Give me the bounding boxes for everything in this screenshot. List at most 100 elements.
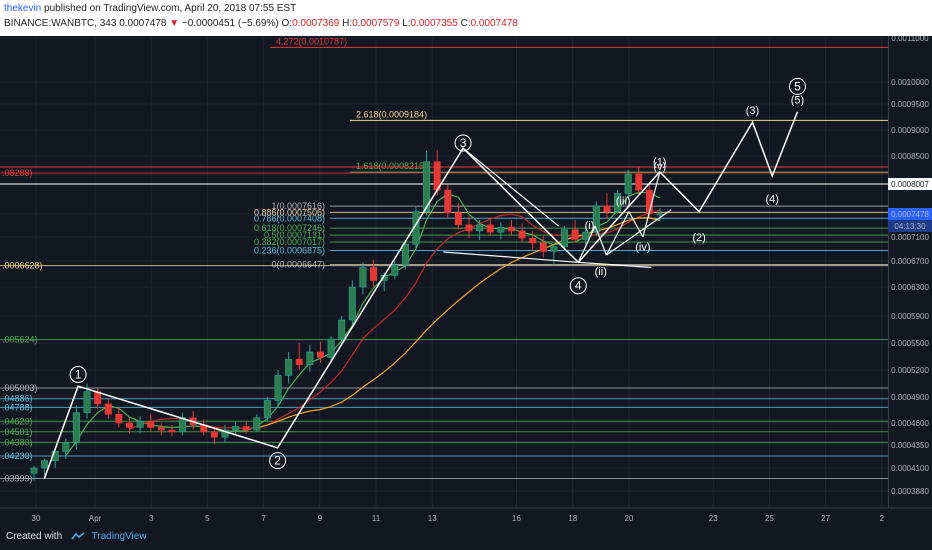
fib-left-label: .03999)	[2, 473, 33, 483]
time-tick-label: 30	[32, 514, 41, 523]
time-tick-label: 3	[149, 514, 154, 523]
tradingview-brand[interactable]: TradingView	[91, 531, 147, 542]
low-label: L:	[402, 18, 411, 29]
fib-left-label: .04620)	[2, 416, 33, 426]
wave-label: (1)	[653, 157, 666, 169]
wave-label: 5	[794, 79, 801, 93]
wave-label: 3	[460, 136, 467, 150]
candle	[168, 429, 176, 433]
candle	[507, 226, 515, 232]
candle	[571, 229, 579, 240]
publisher-link[interactable]: thekevin	[4, 3, 42, 14]
candle	[157, 427, 165, 431]
candle	[348, 286, 356, 321]
fib-left-label: .005003)	[2, 383, 38, 393]
candle	[486, 224, 494, 233]
candle	[656, 213, 664, 216]
price-tick-label: 0.0008500	[891, 152, 929, 161]
fibonacci-levels: 4.272(0.0010787) 2.618(0.0009184) 1.618(0.…	[0, 36, 888, 483]
candle	[529, 237, 537, 244]
candle	[232, 426, 240, 431]
fib-left-label: .08288)	[2, 168, 33, 178]
candle	[274, 375, 282, 401]
price-tick-label: 0.0008007	[891, 180, 929, 189]
wave-line	[605, 211, 630, 256]
candle	[391, 264, 399, 276]
time-tick-label: 13	[428, 514, 437, 523]
time-tick-label: 20	[624, 514, 633, 523]
candle	[401, 243, 409, 266]
ma-fast-line	[65, 191, 661, 456]
price-axis[interactable]	[888, 36, 932, 508]
candle	[30, 467, 38, 474]
candle	[423, 161, 431, 212]
time-tick-label: 27	[821, 514, 830, 523]
time-tick-label: 2	[880, 514, 885, 523]
fib-label: 2.618(0.0009184)	[356, 109, 427, 119]
candle	[454, 212, 462, 226]
time-tick-label: 25	[765, 514, 774, 523]
time-tick-label: 23	[709, 514, 718, 523]
fib-label: 4.272(0.0010787)	[276, 36, 347, 46]
candle	[561, 229, 568, 247]
price-tick-label: 0.0007478	[891, 210, 929, 219]
candle	[497, 226, 505, 233]
fib-label: 0.618(0.0007246)	[254, 223, 325, 233]
wave-label: (2)	[692, 232, 705, 244]
ma-mid-line	[129, 209, 661, 430]
candle	[518, 230, 526, 239]
wave-label: (ii)	[595, 266, 607, 278]
candle	[370, 267, 378, 281]
candle	[253, 417, 261, 431]
time-tick-label: 18	[568, 514, 577, 523]
high-value: 0.0007579	[352, 18, 400, 29]
high-label: H:	[342, 18, 353, 29]
candle	[635, 173, 643, 191]
price-tick-label: 0.0003880	[891, 487, 929, 496]
price-tick-label: 0.0011000	[891, 36, 929, 43]
candle	[338, 319, 346, 340]
candle	[147, 420, 155, 428]
price-tick-label: 0.0006300	[891, 283, 929, 292]
price-tick-label: 0.0006700	[891, 257, 929, 266]
candle	[444, 189, 452, 214]
close-label: C:	[460, 18, 471, 29]
candle	[465, 224, 473, 232]
candle	[62, 442, 70, 452]
candles	[30, 149, 664, 481]
candle	[72, 412, 80, 443]
wave-label: (3)	[746, 105, 759, 117]
candle	[592, 205, 600, 233]
fib-label: 0.5(0.0007131)	[264, 230, 325, 240]
time-tick-label: 16	[512, 514, 521, 523]
fib-label: 0.236(0.0006875)	[254, 246, 325, 256]
candle	[295, 358, 303, 365]
wave-label: 4	[575, 279, 582, 293]
time-tick-label: 11	[372, 514, 381, 523]
price-tick-label: 0.0009000	[891, 126, 929, 135]
low-value: 0.0007355	[410, 18, 458, 29]
change-arrow-icon: ▼	[169, 18, 180, 29]
candle	[104, 403, 112, 415]
created-with-text: Created with	[6, 531, 63, 542]
wave-labels: 1 2 3 4 5 (i) (ii) (iii) (iv) (v)(1) (2) (3) (4) (5)	[69, 77, 806, 470]
price-tick-label: 0.0004600	[891, 419, 929, 428]
current-price-box	[888, 208, 932, 220]
time-tick-label: Apr	[89, 514, 102, 523]
candle	[285, 358, 293, 376]
grid	[0, 36, 888, 508]
open-value: 0.0007369	[292, 18, 340, 29]
candle	[603, 205, 611, 212]
candle	[327, 338, 335, 358]
candle	[115, 414, 123, 424]
wave-label: 2	[274, 454, 281, 468]
wave-line	[462, 147, 559, 227]
close-value: 0.0007478	[470, 18, 518, 29]
fib-label: 0.786(0.0007408)	[254, 213, 325, 223]
price-chart[interactable]: 4.272(0.0010787) 2.618(0.0009184) 1.618(0.…	[0, 36, 932, 526]
wave-line	[628, 211, 644, 238]
price-tick-label: 0.0007100	[891, 233, 929, 242]
wave-label: (5)	[791, 95, 804, 107]
candle	[242, 426, 250, 431]
fib-label: 0(0.0006647)	[271, 259, 325, 269]
